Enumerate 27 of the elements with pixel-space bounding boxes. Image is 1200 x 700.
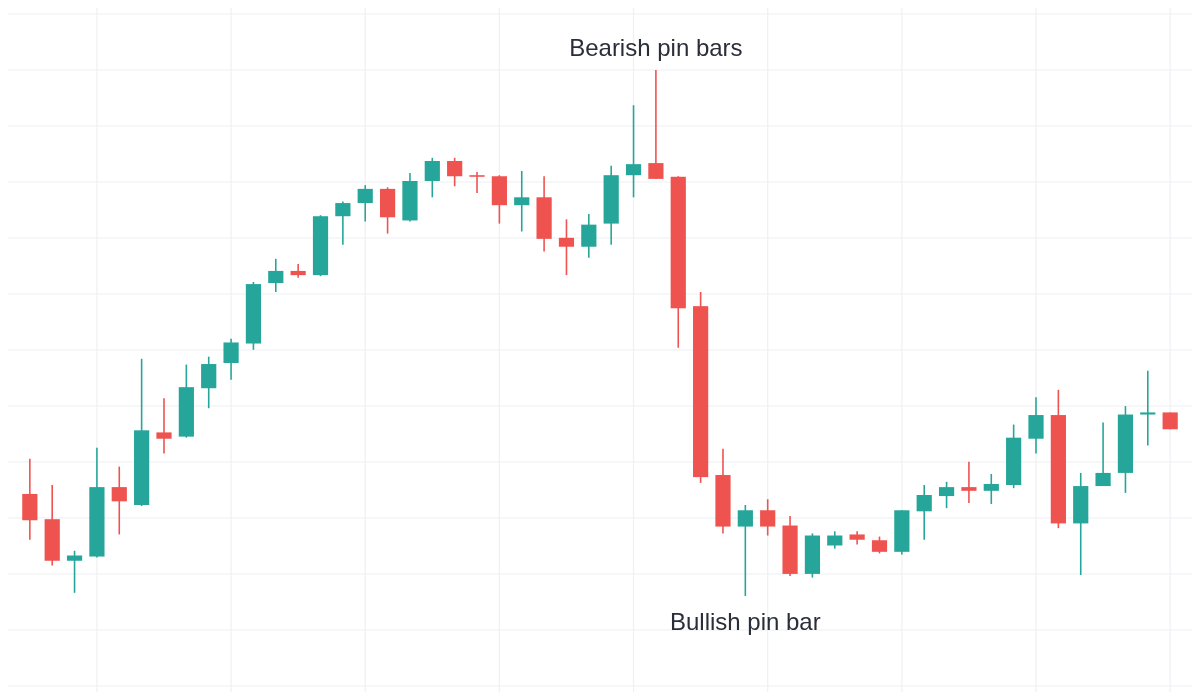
candlestick — [648, 69, 664, 180]
candlestick — [66, 549, 83, 594]
candlestick — [223, 337, 239, 381]
candlestick — [737, 504, 753, 597]
candlestick — [469, 171, 485, 194]
candlestick — [625, 104, 642, 199]
candlestick — [290, 263, 306, 279]
text: Bullish pin bar — [669, 608, 821, 635]
candlestick — [760, 498, 776, 537]
candlestick — [514, 170, 530, 233]
candlestick — [961, 461, 977, 504]
candlestick — [111, 465, 127, 536]
candlestick — [558, 218, 575, 276]
candlestick — [156, 397, 172, 455]
candlestick — [581, 213, 597, 259]
candlestick — [938, 481, 955, 509]
candlestick — [268, 258, 284, 293]
candlestick — [447, 157, 463, 188]
candlestick — [916, 484, 932, 541]
candlestick — [335, 200, 351, 246]
candlestick — [983, 473, 999, 505]
text: Bearish pin bars — [569, 34, 743, 61]
candlestick — [1140, 370, 1156, 447]
candlestick — [424, 157, 440, 199]
candlestick — [1095, 421, 1111, 487]
candlestick — [1028, 396, 1044, 455]
candlestick — [357, 184, 373, 223]
